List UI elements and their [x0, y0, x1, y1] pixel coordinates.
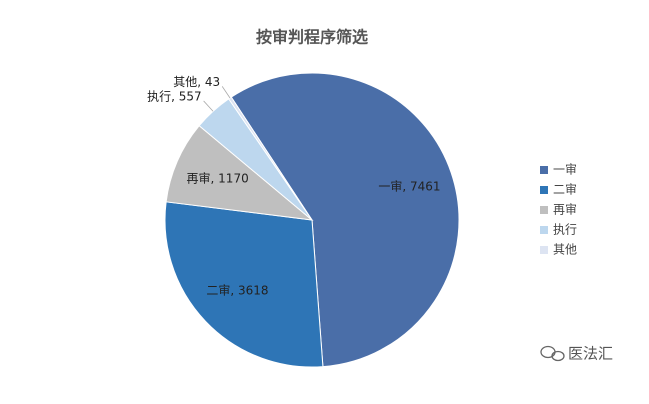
pie-slice [230, 72, 460, 368]
data-label: 二审, 3618 [206, 282, 268, 297]
legend-label: 其他 [553, 243, 577, 257]
data-label: 一审, 7461 [378, 178, 440, 193]
legend-label: 再审 [553, 202, 577, 217]
leader-line [221, 86, 231, 99]
legend-label: 二审 [553, 182, 577, 197]
data-label: 再审, 1170 [187, 170, 249, 185]
pie-slice [228, 96, 313, 221]
chart-title: 按审判程序筛选 [256, 28, 368, 47]
legend-swatch [540, 186, 548, 194]
legend-swatch [540, 246, 548, 254]
legend-swatch [540, 226, 548, 234]
data-label: 执行, 557 [147, 89, 202, 103]
legend-label: 一审 [553, 162, 577, 177]
legend-swatch [540, 206, 548, 214]
pie-slice [164, 201, 324, 368]
watermark: 医法汇 [568, 345, 613, 363]
legend-label: 执行 [553, 223, 577, 237]
watermark-icon [540, 345, 565, 362]
data-label: 其他, 43 [173, 75, 220, 89]
pie-slice [165, 125, 314, 221]
leader-line [203, 100, 214, 112]
legend-swatch [540, 166, 548, 174]
